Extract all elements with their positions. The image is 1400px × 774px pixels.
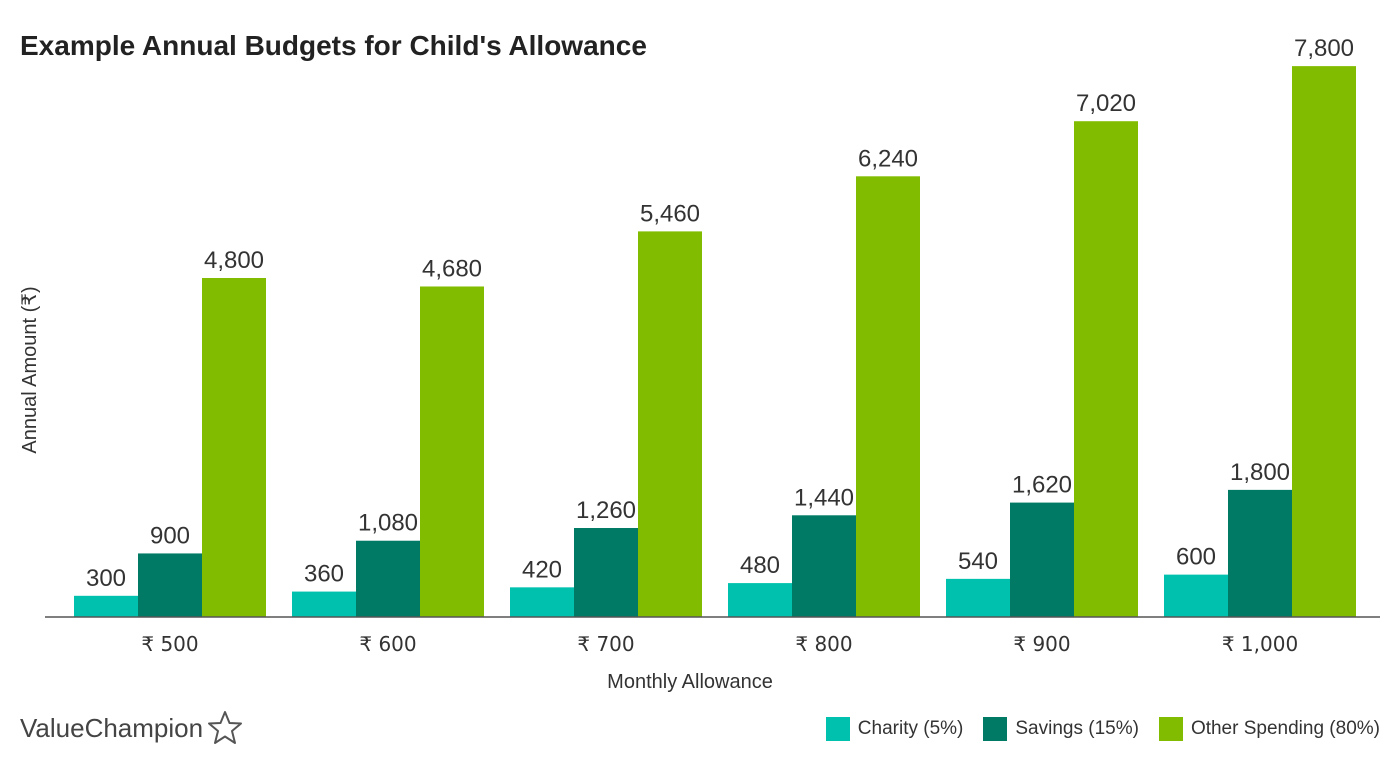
data-label-charity-5-1: 360 <box>304 561 344 588</box>
bar-charity-5-3 <box>728 583 792 617</box>
data-label-other-spending-80-1: 4,680 <box>422 255 482 282</box>
chart-title: Example Annual Budgets for Child's Allow… <box>20 30 647 61</box>
data-label-savings-15-0: 900 <box>150 522 190 549</box>
x-tick-label-1: ₹ 600 <box>359 632 416 656</box>
data-label-savings-15-3: 1,440 <box>794 484 854 511</box>
data-label-savings-15-1: 1,080 <box>358 510 418 537</box>
brand-logo: ValueChampion <box>20 710 243 746</box>
legend-item-charity: Charity (5%) <box>825 717 964 741</box>
bar-charity-5-2 <box>510 587 574 617</box>
x-tick-label-5: ₹ 1,000 <box>1222 632 1298 656</box>
bar-other-spending-80-5 <box>1292 66 1356 617</box>
legend-label-other-spending: Other Spending (80%) <box>1190 718 1380 739</box>
legend-label-charity: Charity (5%) <box>857 718 964 739</box>
data-label-charity-5-3: 480 <box>740 552 780 579</box>
bar-charity-5-0 <box>74 595 138 617</box>
legend-item-savings: Savings (15%) <box>983 717 1139 741</box>
data-label-savings-15-5: 1,800 <box>1230 459 1290 486</box>
x-tick-labels-group: ₹ 500 ₹ 600 ₹ 700 ₹ 800 ₹ 900 ₹ 1,000 <box>141 632 1298 656</box>
bar-savings-15-1 <box>356 540 420 617</box>
data-label-charity-5-0: 300 <box>86 565 126 592</box>
bar-charity-5-5 <box>1164 574 1228 617</box>
x-tick-label-0: ₹ 500 <box>141 632 198 656</box>
legend-label-savings: Savings (15%) <box>1015 718 1139 739</box>
bar-charity-5-1 <box>292 591 356 617</box>
bar-charity-5-4 <box>946 578 1010 617</box>
data-label-other-spending-80-2: 5,460 <box>640 200 700 227</box>
x-tick-label-4: ₹ 900 <box>1013 632 1070 656</box>
data-label-other-spending-80-3: 6,240 <box>858 145 918 172</box>
x-axis-label: Monthly Allowance <box>607 671 773 693</box>
bar-savings-15-3 <box>792 515 856 617</box>
data-label-other-spending-80-5: 7,800 <box>1294 35 1354 62</box>
data-label-charity-5-4: 540 <box>958 548 998 575</box>
legend-swatch-other-spending <box>1158 717 1183 741</box>
star-icon <box>208 711 243 744</box>
bar-other-spending-80-1 <box>420 286 484 617</box>
bar-savings-15-4 <box>1010 502 1074 617</box>
x-tick-label-3: ₹ 800 <box>795 632 852 656</box>
data-label-charity-5-2: 420 <box>522 556 562 583</box>
bar-other-spending-80-4 <box>1074 121 1138 618</box>
brand-name: ValueChampion <box>20 712 204 743</box>
data-label-other-spending-80-4: 7,020 <box>1076 90 1136 117</box>
bar-savings-15-0 <box>138 553 202 617</box>
data-label-other-spending-80-0: 4,800 <box>204 247 264 274</box>
bars-group <box>74 66 1356 618</box>
chart-legend: Charity (5%) Savings (15%) Other Spendin… <box>806 717 1380 741</box>
data-label-savings-15-2: 1,260 <box>576 497 636 524</box>
x-tick-label-2: ₹ 700 <box>577 632 634 656</box>
bar-other-spending-80-0 <box>202 278 266 617</box>
bar-other-spending-80-2 <box>638 231 702 617</box>
bar-other-spending-80-3 <box>856 176 920 618</box>
data-labels-group: 300 900 4,800 360 1,080 4,680 420 1,260 5,460 480… <box>86 35 1354 592</box>
bar-savings-15-5 <box>1228 489 1292 617</box>
legend-swatch-charity <box>825 717 850 741</box>
y-axis-label: Annual Amount (₹) <box>19 286 41 453</box>
legend-item-other-spending: Other Spending (80%) <box>1158 717 1380 741</box>
bar-savings-15-2 <box>574 528 638 617</box>
legend-swatch-savings <box>983 717 1008 741</box>
data-label-charity-5-5: 600 <box>1176 544 1216 571</box>
data-label-savings-15-4: 1,620 <box>1012 472 1072 499</box>
